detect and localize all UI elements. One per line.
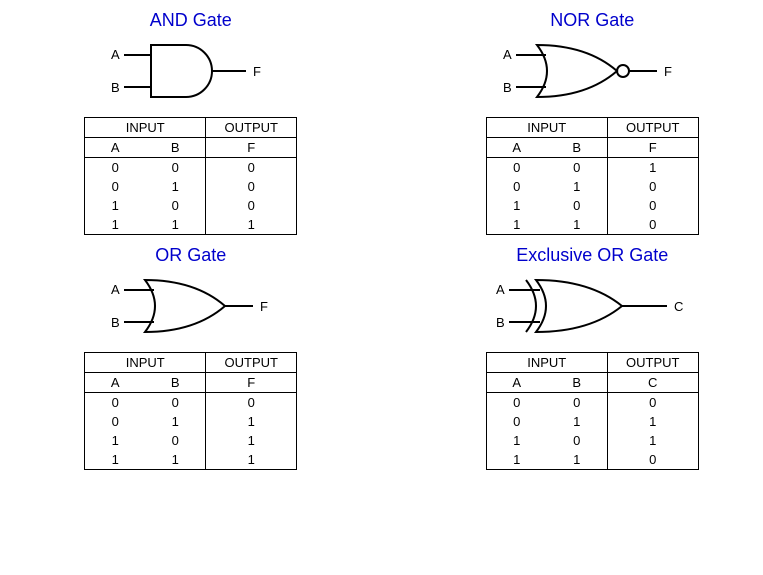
and-gate-title: AND Gate — [150, 10, 232, 31]
xor-truth-table: INPUT OUTPUT A B C 000 011 101 110 — [486, 352, 699, 470]
nor-output-label: F — [664, 64, 672, 79]
table-input-header: INPUT — [85, 118, 206, 138]
or-truth-table: INPUT OUTPUT A B F 000 011 101 111 — [84, 352, 297, 470]
nor-input-b-label: B — [503, 80, 512, 95]
table-output-header: OUTPUT — [206, 118, 297, 138]
xor-gate-symbol: A B C — [482, 272, 702, 342]
table-output-header: OUTPUT — [607, 353, 698, 373]
table-input-header: INPUT — [486, 118, 607, 138]
or-gate-block: OR Gate A B F INPUT OUTPUT A B F 000 011… — [10, 245, 372, 470]
and-input-a-label: A — [111, 47, 120, 62]
and-gate-symbol: A B F — [91, 37, 291, 107]
and-gate-block: AND Gate A B F INPUT OUTPUT A B F 000 01… — [10, 10, 372, 235]
xor-gate-title: Exclusive OR Gate — [516, 245, 668, 266]
and-truth-table: INPUT OUTPUT A B F 000 010 100 111 — [84, 117, 297, 235]
nor-gate-block: NOR Gate A B F INPUT OUTPUT A B F 001 01… — [412, 10, 763, 235]
table-output-header: OUTPUT — [206, 353, 297, 373]
nor-gate-title: NOR Gate — [550, 10, 634, 31]
xor-input-a-label: A — [496, 282, 505, 297]
nor-input-a-label: A — [503, 47, 512, 62]
table-output-header: OUTPUT — [607, 118, 698, 138]
table-input-header: INPUT — [85, 353, 206, 373]
or-output-label: F — [260, 299, 268, 314]
xor-input-b-label: B — [496, 315, 505, 330]
or-gate-title: OR Gate — [155, 245, 226, 266]
and-input-b-label: B — [111, 80, 120, 95]
table-input-header: INPUT — [486, 353, 607, 373]
xor-output-label: C — [674, 299, 683, 314]
gate-grid: AND Gate A B F INPUT OUTPUT A B F 000 01… — [10, 10, 763, 470]
or-input-b-label: B — [111, 315, 120, 330]
or-input-a-label: A — [111, 282, 120, 297]
nor-truth-table: INPUT OUTPUT A B F 001 010 100 110 — [486, 117, 699, 235]
nor-gate-symbol: A B F — [487, 37, 697, 107]
or-gate-symbol: A B F — [91, 272, 291, 342]
and-output-label: F — [253, 64, 261, 79]
xor-gate-block: Exclusive OR Gate A B C INPUT OUTPUT A B… — [412, 245, 763, 470]
